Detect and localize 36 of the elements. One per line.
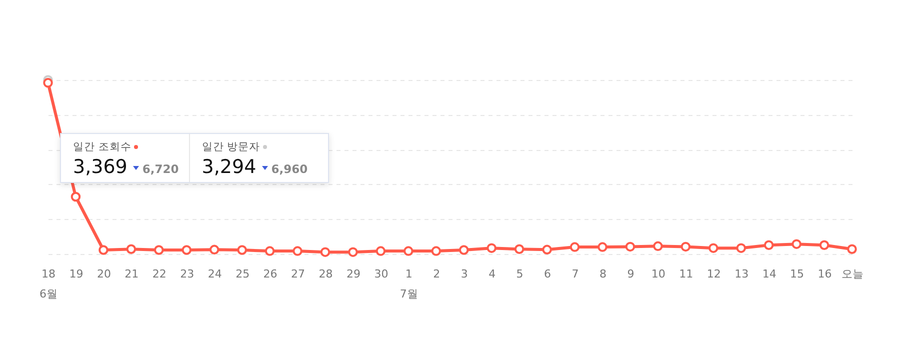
x-tick-label: 30	[374, 268, 388, 280]
x-tick-label: 12	[706, 268, 721, 280]
x-tick-label: 13	[734, 268, 749, 280]
x-tick-label: 14	[762, 268, 776, 280]
x-tick-label: 26	[263, 268, 278, 280]
x-tick-label: 27	[291, 268, 306, 280]
x-tick-label: 28	[318, 268, 333, 280]
x-tick-label: 24	[208, 268, 222, 280]
x-tick-label: 29	[346, 268, 360, 280]
x-tick-label: 4	[488, 268, 496, 280]
x-tick-label: 10	[651, 268, 666, 280]
x-tick-label: 6	[544, 268, 552, 280]
x-tick-label: 19	[69, 268, 84, 280]
x-tick-label: 3	[460, 268, 468, 280]
x-tick-label: 8	[599, 268, 606, 280]
annotation: 3,369	[73, 156, 128, 178]
x-tick-label: 9	[627, 268, 634, 280]
annotation: 6,720	[142, 162, 179, 176]
legend-label: 일간 방문자	[202, 140, 262, 154]
x-tick-label: 16	[818, 268, 832, 280]
legend-label: 일간 조회수	[73, 140, 132, 154]
x-tick-label: 오늘	[842, 268, 864, 280]
x-tick-label: 15	[790, 268, 804, 280]
annotation: 6,960	[271, 162, 308, 176]
x-tick-label: 1 7월	[400, 268, 418, 300]
x-tick-label: 23	[180, 268, 194, 280]
x-tick-label: 21	[124, 268, 139, 280]
x-tick-label: 20	[96, 268, 111, 280]
x-tick-label: 7	[572, 268, 579, 280]
x-tick-label: 22	[152, 268, 166, 280]
x-tick-label: 2	[433, 268, 440, 280]
annotation: 3,294	[202, 156, 256, 178]
x-tick-label: 11	[679, 268, 694, 280]
x-tick-label: 18 6월	[40, 268, 58, 300]
x-tick-label: 5	[516, 268, 524, 280]
x-tick-label: 25	[236, 268, 250, 280]
